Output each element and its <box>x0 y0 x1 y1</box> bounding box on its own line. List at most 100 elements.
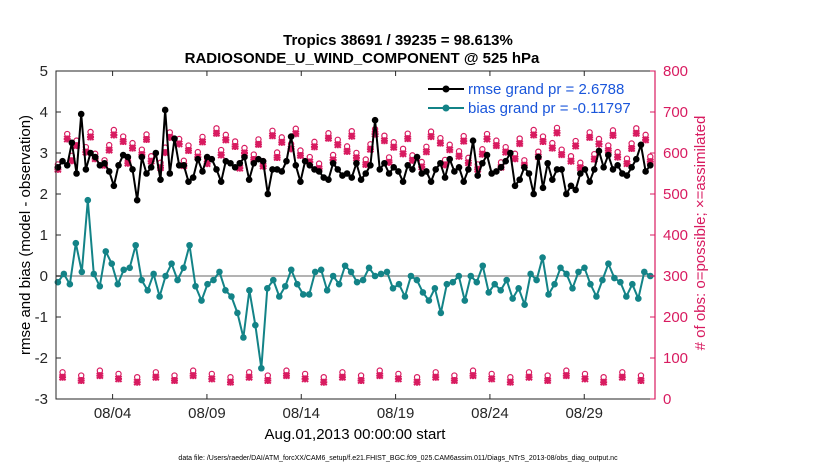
rmse-point <box>376 166 384 173</box>
obs-assimilated-marker <box>338 373 347 381</box>
rmse-point <box>208 155 216 163</box>
bias-point <box>437 309 445 317</box>
rmse-point <box>157 176 164 183</box>
bias-point <box>90 270 98 278</box>
obs-assimilated-marker <box>222 136 230 144</box>
obs-assimilated-marker <box>324 134 333 142</box>
bias-point <box>150 270 157 278</box>
obs-assimilated-marker <box>404 134 412 143</box>
obs-assimilated-marker <box>72 141 81 150</box>
x-tick-label: 08/24 <box>471 405 509 422</box>
left-tick-label: 4 <box>40 104 48 121</box>
obs-assimilated-marker <box>469 371 477 380</box>
obs-assimilated-marker <box>105 146 113 154</box>
legend-bias-marker <box>442 104 450 112</box>
obs-assimilated-marker <box>110 131 118 139</box>
obs-assimilated-marker <box>240 149 249 157</box>
rmse-point <box>213 166 220 173</box>
rmse-point <box>264 190 272 198</box>
rmse-point <box>189 174 197 181</box>
bias-point <box>84 196 92 204</box>
rmse-point <box>404 162 412 169</box>
rmse-point <box>343 170 351 177</box>
bias-point <box>581 264 588 272</box>
rmse-point <box>572 186 579 194</box>
obs-assimilated-marker <box>119 137 127 146</box>
obs-assimilated-marker <box>385 158 393 167</box>
bias-point <box>204 280 211 288</box>
bias-point <box>180 264 187 272</box>
rmse-point <box>553 166 561 173</box>
rmse-point <box>73 170 80 177</box>
rmse-point <box>152 149 160 157</box>
bias-point <box>126 264 133 272</box>
right-tick-label: 600 <box>663 145 688 162</box>
bias-point <box>222 287 229 294</box>
obs-assimilated-marker <box>250 155 258 164</box>
obs-assimilated-marker <box>487 375 496 383</box>
rmse-point <box>129 166 136 173</box>
obs-assimilated-marker <box>226 378 235 386</box>
obs-assimilated-marker <box>455 152 463 160</box>
bias-point <box>377 270 385 278</box>
rmse-point <box>301 157 309 165</box>
obs-assimilated-marker <box>595 140 603 148</box>
right-tick-label: 0 <box>663 391 671 408</box>
bias-point <box>623 293 630 300</box>
bias-point <box>640 268 648 276</box>
bias-point <box>371 272 379 280</box>
rmse-point <box>441 174 449 181</box>
obs-assimilated-marker <box>599 378 608 386</box>
rmse-point <box>63 162 71 169</box>
obs-assimilated-marker <box>525 373 533 381</box>
bias-point <box>234 309 241 317</box>
obs-assimilated-marker <box>539 137 547 146</box>
bias-point <box>503 276 510 284</box>
obs-assimilated-marker <box>301 375 309 383</box>
rmse-point <box>483 151 491 159</box>
obs-assimilated-marker <box>268 132 277 140</box>
plot-area <box>56 71 655 399</box>
rmse-point <box>600 164 607 171</box>
obs-assimilated-marker <box>310 143 319 151</box>
obs-assimilated-marker <box>464 159 473 167</box>
rmse-point <box>166 170 174 177</box>
rmse-point <box>180 162 188 169</box>
right-tick-label: 800 <box>663 63 688 80</box>
chart-title: Tropics 38691 / 39235 = 98.613% <box>283 32 513 49</box>
rmse-point <box>539 184 547 192</box>
bias-point <box>96 282 104 290</box>
rmse-point <box>497 164 505 171</box>
obs-assimilated-marker <box>212 129 221 138</box>
bias-point <box>347 268 355 276</box>
bias-point <box>353 278 361 286</box>
bias-point <box>587 280 594 288</box>
bias-point <box>299 291 307 298</box>
rmse-point <box>581 166 589 173</box>
obs-assimilated-marker <box>441 161 449 169</box>
rmse-point <box>194 155 202 163</box>
bias-point <box>240 334 247 341</box>
obs-assimilated-marker <box>334 141 342 149</box>
obs-assimilated-marker <box>637 376 645 385</box>
obs-assimilated-marker <box>166 133 174 142</box>
bias-point <box>198 297 205 304</box>
obs-assimilated-marker <box>343 147 351 156</box>
bias-point <box>521 301 528 309</box>
obs-assimilated-marker <box>348 132 356 140</box>
obs-assimilated-marker <box>553 129 561 137</box>
obs-assimilated-marker <box>152 373 160 381</box>
rmse-point <box>446 155 454 163</box>
bias-point <box>156 293 163 300</box>
left-tick-label: 2 <box>40 186 48 203</box>
bias-point <box>425 297 433 304</box>
obs-assimilated-marker <box>198 138 207 146</box>
obs-assimilated-marker <box>478 150 487 158</box>
x-axis-label: Aug.01,2013 00:00:00 start <box>265 426 447 443</box>
rmse-point <box>628 164 635 171</box>
obs-assimilated-marker <box>114 375 123 383</box>
left-tick-label: -1 <box>35 309 48 326</box>
bias-point <box>114 280 122 288</box>
rmse-point <box>423 168 430 175</box>
